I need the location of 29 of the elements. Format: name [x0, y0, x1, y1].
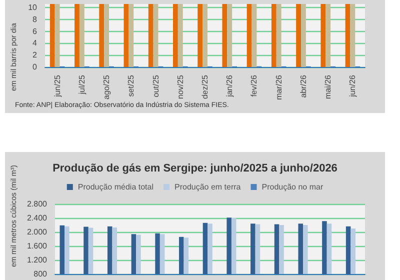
x-tick-label: ago/25	[102, 74, 112, 100]
y-tick-label: 6	[32, 26, 38, 36]
legend-label: Produção em terra	[174, 182, 242, 192]
y-tick-label: 2	[32, 50, 38, 60]
x-tick-label: nov/25	[176, 74, 185, 100]
x-tick-label: mar/26	[274, 74, 284, 100]
legend-label: Produção média total	[78, 182, 154, 192]
x-tick-label: jun/25	[52, 74, 62, 98]
y-tick-label: 2.800	[26, 200, 48, 208]
legend-label: Produção no mar	[262, 182, 324, 192]
x-tick-label: dez/25	[200, 74, 210, 100]
x-tick-label: mai/26	[324, 74, 333, 100]
y-tick-label: 4	[32, 38, 38, 48]
x-tick-label: jul/25	[77, 74, 86, 96]
y-tick-label: 2.400	[26, 214, 48, 222]
x-tick-label: abr/26	[298, 74, 308, 98]
y-tick-label: 1.600	[26, 242, 48, 250]
y-tick-label: 800	[34, 270, 48, 278]
x-tick-label: out/25	[151, 74, 160, 98]
y-tick-label: 10	[28, 3, 38, 12]
y-tick-label: 0	[32, 62, 38, 72]
x-tick-label: set/25	[126, 74, 136, 97]
x-tick-label: jan/26	[225, 74, 234, 98]
y-tick-label: 2.000	[26, 228, 48, 236]
x-tick-label: jun/26	[348, 74, 358, 98]
x-tick-label: fev/26	[250, 74, 259, 97]
y-tick-label: 8	[32, 14, 38, 24]
chart-title: Produção de gás em Sergipe: junho/2025 a junho/2026	[52, 162, 338, 174]
y-tick-label: 1.200	[26, 256, 48, 264]
